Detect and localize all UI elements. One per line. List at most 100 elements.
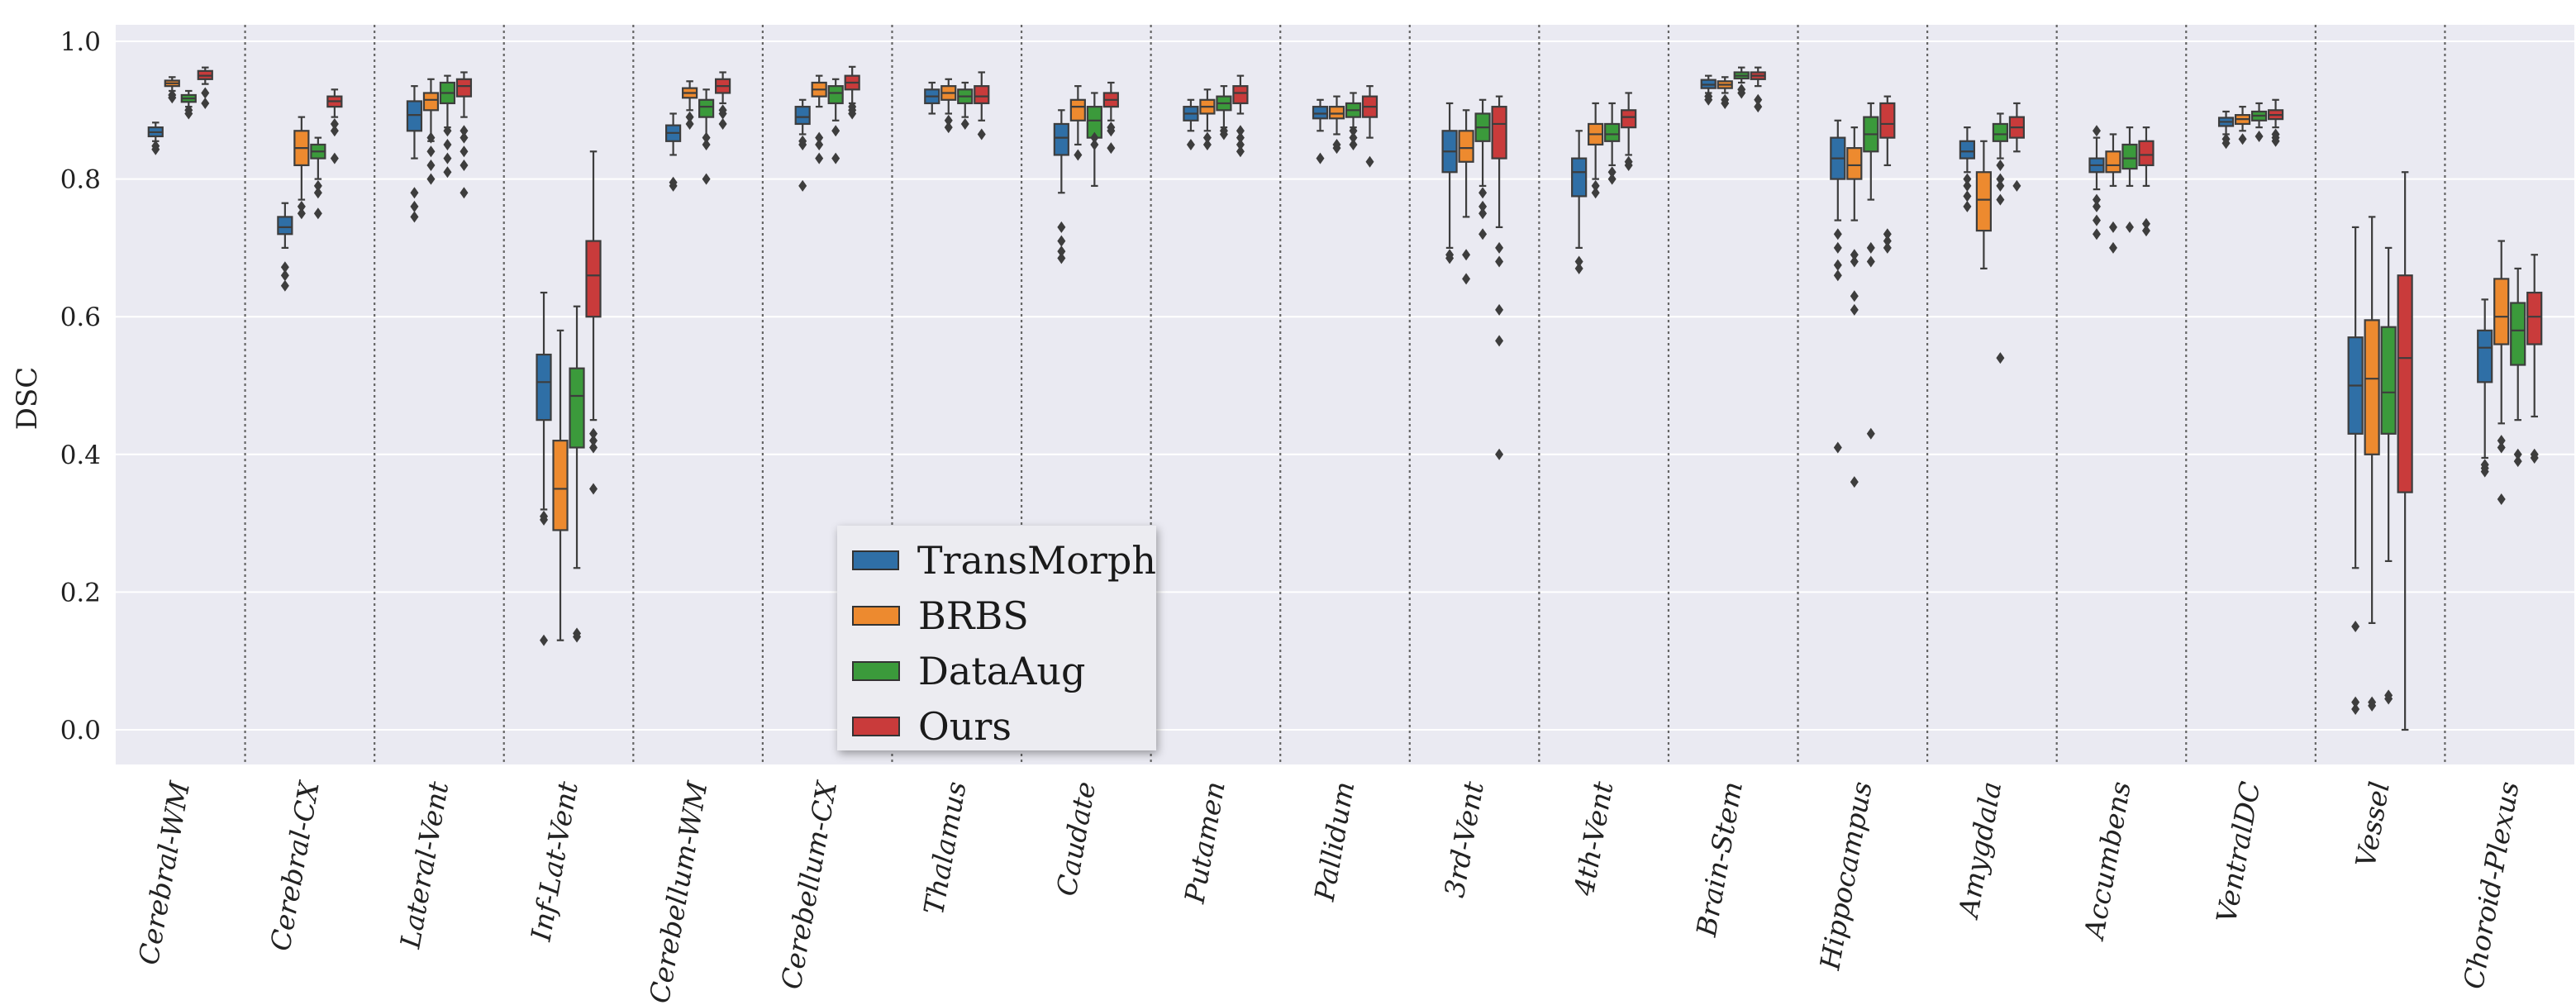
legend-swatch-transmorph <box>852 550 899 570</box>
box-hippocampus-transmorph-outlier-2 <box>1833 259 1842 271</box>
box-cerebellum-cx-dataaug <box>827 78 844 164</box>
box-inf-lat-vent-ours-outlier-3 <box>589 427 598 440</box>
box-choroid-plexus-brbs-outlier-1 <box>2497 441 2506 454</box>
box-caudate-transmorph-outlier-2 <box>1057 235 1066 247</box>
box-putamen-dataaug-outlier-1 <box>1219 125 1228 137</box>
box-amygdala-dataaug-outlier-1 <box>1996 193 2005 206</box>
box-lateral-vent-brbs-outlier-0 <box>426 173 436 185</box>
box-hippocampus-transmorph <box>1830 119 1846 454</box>
box-amygdala-ours <box>2008 102 2025 192</box>
box-pallidum-transmorph-iqr <box>1312 106 1329 120</box>
box-hippocampus-transmorph-outlier-0 <box>1833 441 1842 454</box>
box-thalamus-brbs-outlier-1 <box>944 114 953 126</box>
box-putamen-transmorph-outlier-0 <box>1186 138 1195 150</box>
box-inf-lat-vent-ours <box>585 150 602 495</box>
box-putamen-brbs <box>1199 88 1216 150</box>
box-cerebral-wm-ours-outlier-0 <box>201 97 210 109</box>
box-pallidum-brbs-outlier-1 <box>1332 138 1341 150</box>
box-amygdala-dataaug-iqr <box>1992 122 2008 142</box>
box-3rd-vent-ours-outlier-0 <box>1495 448 1504 460</box>
plot-background <box>116 25 2574 764</box>
box-amygdala-dataaug-outlier-0 <box>1996 352 2005 364</box>
box-cerebral-cx-ours-outlier-0 <box>330 152 339 164</box>
box-lateral-vent-dataaug-outlier-0 <box>443 166 452 179</box>
box-amygdala-transmorph-outlier-1 <box>1963 190 1972 202</box>
box-caudate-transmorph-outlier-0 <box>1057 252 1066 264</box>
box-accumbens-transmorph-outlier-2 <box>2092 200 2101 212</box>
box-vessel-ours <box>2397 171 2413 731</box>
box-lateral-vent-transmorph-outlier-2 <box>410 187 419 199</box>
box-vessel-brbs <box>2364 216 2380 712</box>
box-hippocampus-transmorph-outlier-1 <box>1833 269 1842 282</box>
box-3rd-vent-dataaug-outlier-1 <box>1478 207 1488 220</box>
box-4th-vent-ours-iqr <box>1621 109 1637 129</box>
box-hippocampus-ours-outlier-1 <box>1883 235 1892 247</box>
box-cerebellum-wm-ours-outlier-2 <box>718 104 727 117</box>
x-tick-label-4th-vent: 4th-Vent <box>1568 779 1620 898</box>
box-pallidum-dataaug <box>1345 92 1362 150</box>
box-cerebellum-cx-dataaug-outlier-1 <box>831 125 840 137</box>
box-3rd-vent-dataaug-outlier-3 <box>1478 187 1488 199</box>
box-3rd-vent-brbs-outlier-0 <box>1462 273 1471 285</box>
box-vessel-transmorph <box>2347 226 2364 716</box>
box-4th-vent-ours-outlier-1 <box>1624 155 1633 168</box>
box-putamen-ours-outlier-2 <box>1236 131 1245 144</box>
box-choroid-plexus-dataaug-outlier-0 <box>2513 455 2522 468</box>
box-brain-stem-ours-outlier-0 <box>1754 101 1763 113</box>
box-inf-lat-vent-transmorph-iqr <box>536 353 552 422</box>
box-cerebellum-cx-transmorph-outlier-2 <box>798 135 807 147</box>
legend-item-dataaug: DataAug <box>845 643 1156 698</box>
box-vessel-dataaug <box>2380 246 2397 705</box>
box-cerebral-cx-transmorph <box>277 202 293 292</box>
y-tick-label: 0.6 <box>60 302 101 332</box>
box-pallidum-ours-outlier-0 <box>1365 155 1374 168</box>
box-accumbens-brbs-iqr <box>2105 150 2121 174</box>
x-tick-label-thalamus: Thalamus <box>917 779 973 917</box>
box-cerebellum-cx-ours <box>844 65 860 120</box>
box-accumbens-dataaug-iqr <box>2121 143 2138 170</box>
box-lateral-vent-ours-outlier-3 <box>459 131 469 144</box>
box-cerebellum-wm-dataaug <box>698 88 715 185</box>
x-tick-label-cerebellum-wm: Cerebellum-WM <box>643 778 714 1005</box>
box-caudate-ours <box>1102 81 1119 155</box>
box-lateral-vent-ours-outlier-2 <box>459 145 469 158</box>
box-4th-vent-dataaug-outlier-0 <box>1607 173 1617 185</box>
box-caudate-brbs <box>1069 85 1086 161</box>
box-putamen-ours-outlier-0 <box>1236 145 1245 158</box>
box-vessel-transmorph-outlier-1 <box>2351 696 2360 708</box>
box-cerebral-wm-ours-outlier-1 <box>201 87 210 99</box>
box-brain-stem-dataaug <box>1733 66 1750 99</box>
box-brain-stem-transmorph-outlier-1 <box>1704 90 1713 102</box>
y-tick-label: 1.0 <box>60 27 101 57</box>
box-cerebral-cx-ours-outlier-1 <box>330 125 339 137</box>
box-amygdala-transmorph-iqr <box>1959 140 1975 160</box>
box-inf-lat-vent-transmorph-outlier-2 <box>540 510 549 522</box>
box-cerebral-cx-transmorph-outlier-2 <box>280 261 289 274</box>
box-inf-lat-vent-ours-outlier-0 <box>589 483 598 495</box>
box-amygdala-dataaug-outlier-3 <box>1996 173 2005 185</box>
box-caudate-ours-outlier-0 <box>1107 142 1116 155</box>
box-cerebellum-wm-dataaug-outlier-2 <box>702 131 711 144</box>
box-choroid-plexus-ours <box>2526 254 2543 464</box>
box-cerebellum-cx-brbs-outlier-1 <box>815 138 824 150</box>
box-lateral-vent-transmorph-outlier-0 <box>410 211 419 223</box>
box-cerebral-cx-brbs-outlier-1 <box>297 200 306 212</box>
y-tick-labels: 0.0 0.2 0.4 0.6 0.8 1.0 <box>60 27 101 745</box>
box-thalamus-brbs <box>940 78 957 134</box>
box-cerebellum-cx-transmorph <box>794 98 811 192</box>
box-accumbens-brbs <box>2105 133 2121 254</box>
box-cerebellum-cx-transmorph-iqr <box>794 106 811 126</box>
box-3rd-vent-transmorph <box>1441 102 1458 264</box>
x-tick-label-ventraldc: VentralDC <box>2210 779 2266 926</box>
box-ventraldc-transmorph <box>2217 110 2235 150</box>
box-hippocampus-dataaug <box>1863 102 1879 440</box>
x-tick-label-brain-stem: Brain-Stem <box>1690 779 1749 940</box>
x-tick-label-amygdala: Amygdala <box>1952 779 2008 922</box>
box-cerebellum-wm-ours <box>715 71 731 130</box>
box-cerebellum-cx-brbs-outlier-2 <box>815 131 824 144</box>
box-cerebral-cx-transmorph-outlier-0 <box>280 279 289 292</box>
box-3rd-vent-ours-outlier-3 <box>1495 255 1504 268</box>
box-pallidum-dataaug-outlier-0 <box>1349 138 1358 150</box>
legend-swatch-ours <box>852 716 900 736</box>
box-amygdala-transmorph-outlier-3 <box>1963 173 1972 185</box>
